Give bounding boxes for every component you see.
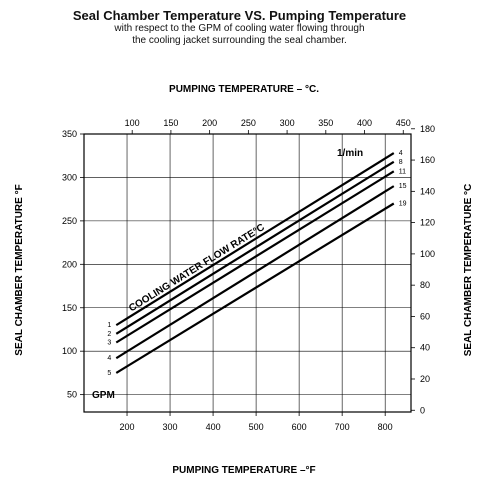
gpm-series-label: 1 — [107, 322, 111, 329]
y-right-tick-label: 80 — [420, 280, 430, 290]
x-top-tick-label: 400 — [357, 118, 372, 128]
x-bottom-tick-label: 800 — [378, 422, 393, 432]
series-line — [115, 152, 395, 327]
x-bottom-tick-label: 400 — [206, 422, 221, 432]
flow-rate-annotation: COOLING WATER FLOW RATE°C — [127, 222, 267, 314]
y-left-tick-label: 150 — [62, 303, 77, 313]
title-block: Seal Chamber Temperature VS. Pumping Tem… — [0, 8, 479, 47]
x-bottom-tick-label: 300 — [163, 422, 178, 432]
y-right-tick-label: 20 — [420, 374, 430, 384]
x-top-tick-label: 150 — [163, 118, 178, 128]
y-left-tick-label: 350 — [62, 129, 77, 139]
x-bottom-tick-label: 500 — [249, 422, 264, 432]
x-top-tick-label: 300 — [280, 118, 295, 128]
y-right-tick-label: 0 — [420, 405, 425, 415]
chart-subtitle-line1: with respect to the GPM of cooling water… — [114, 23, 365, 34]
x-top-tick-label: 350 — [318, 118, 333, 128]
lpm-series-label: 15 — [399, 183, 407, 190]
y-right-tick-label: 100 — [420, 249, 435, 259]
x-bottom-tick-label: 200 — [120, 422, 135, 432]
tick-labels: 200 300 400 500 600 700 8005010015020025030035… — [62, 118, 435, 432]
y-left-tick-label: 50 — [67, 390, 77, 400]
series-line — [115, 160, 395, 335]
top-axis-title: PUMPING TEMPERATURE – °C. — [169, 84, 319, 95]
lpm-series-label: 8 — [399, 159, 403, 166]
lpm-series-label: 19 — [399, 201, 407, 208]
y-left-tick-label: 100 — [62, 346, 77, 356]
x-top-tick-label: 100 — [125, 118, 140, 128]
x-bottom-tick-label: 600 — [292, 422, 307, 432]
y-right-tick-label: 160 — [420, 155, 435, 165]
x-bottom-tick-label: 700 — [335, 422, 350, 432]
y-right-tick-label: 120 — [420, 218, 435, 228]
gpm-series-label: 5 — [107, 370, 111, 377]
y-right-tick-label: 40 — [420, 343, 430, 353]
y-right-tick-label: 140 — [420, 186, 435, 196]
lpm-series-label: 11 — [399, 168, 406, 175]
chart-title: Seal Chamber Temperature VS. Pumping Tem… — [72, 8, 407, 23]
gpm-label: GPM — [92, 390, 115, 401]
gpm-series-label: 4 — [107, 355, 111, 362]
series-line — [115, 170, 395, 344]
right-axis-title: SEAL CHAMBER TEMPERATURE °C — [463, 184, 474, 357]
gpm-series-label: 2 — [107, 331, 111, 338]
series-lines — [115, 152, 395, 374]
y-right-tick-label: 60 — [420, 311, 430, 321]
left-axis-title: SEAL CHAMBER TEMPERATURE °F — [14, 184, 25, 355]
x-top-tick-label: 450 — [396, 118, 411, 128]
series-line — [115, 202, 395, 374]
y-left-tick-label: 250 — [62, 216, 77, 226]
lpm-label: 1/min — [337, 148, 363, 159]
chart-subtitle-line2: the cooling jacket surrounding the seal … — [132, 35, 347, 46]
y-left-tick-label: 200 — [62, 259, 77, 269]
y-right-tick-label: 180 — [420, 124, 435, 134]
x-top-tick-label: 250 — [241, 118, 256, 128]
bottom-axis-title: PUMPING TEMPERATURE –°F — [172, 465, 315, 476]
lpm-series-label: 4 — [399, 150, 403, 157]
series-line — [115, 185, 395, 360]
plot-frame — [83, 133, 412, 413]
x-top-tick-label: 200 — [202, 118, 217, 128]
y-left-tick-label: 300 — [62, 172, 77, 182]
gpm-series-label: 3 — [107, 340, 111, 347]
